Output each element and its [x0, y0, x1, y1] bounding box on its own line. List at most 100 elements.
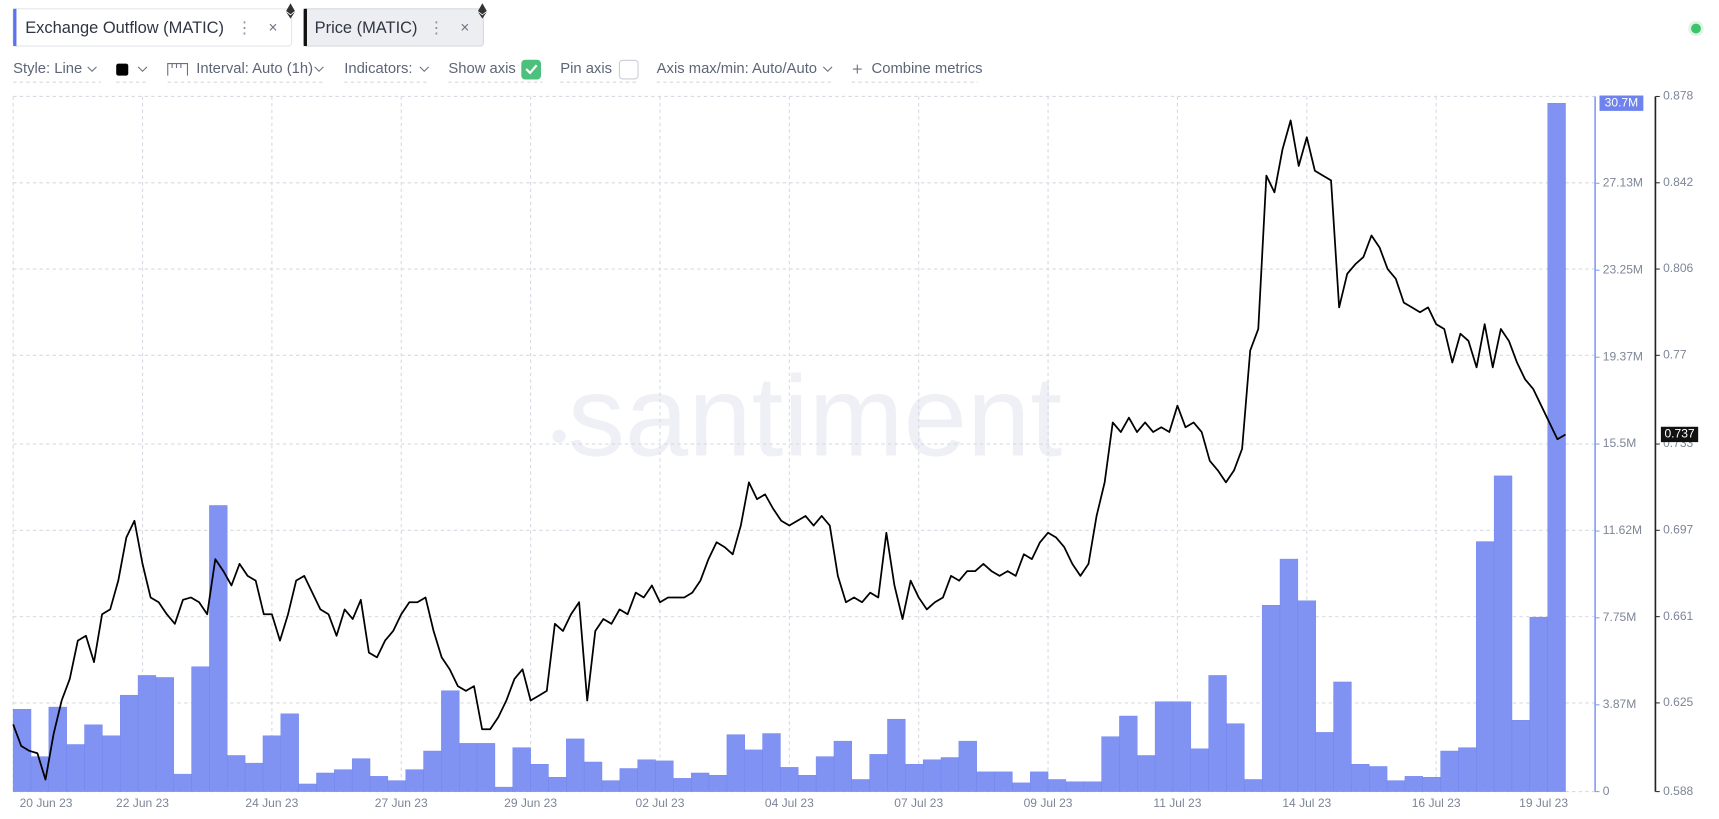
bar: [209, 505, 228, 792]
bar: [1547, 102, 1566, 792]
current-price-box: [1660, 426, 1699, 443]
bar: [1369, 766, 1388, 792]
x-tick-label: 04 Jul 23: [765, 796, 814, 810]
bar: [708, 775, 728, 792]
menu-icon[interactable]: ⋮: [236, 19, 252, 37]
show-axis-label: Show axis: [448, 61, 515, 77]
bar: [351, 758, 371, 792]
bar: [262, 735, 282, 792]
bar: [66, 744, 85, 792]
bar: [1261, 605, 1281, 792]
indicators-label: Indicators:: [344, 61, 412, 77]
current-price-label: 0.737: [1664, 427, 1694, 441]
bar: [780, 767, 799, 792]
bar: [1172, 701, 1192, 792]
bar: [619, 768, 638, 792]
x-tick-label: 19 Jul 23: [1519, 796, 1568, 810]
color-select[interactable]: [116, 63, 150, 83]
bar: [726, 734, 745, 792]
bar: [494, 786, 513, 792]
bar: [405, 769, 424, 792]
bar: [316, 772, 335, 792]
combine-button[interactable]: Combine metrics: [851, 61, 983, 83]
bar: [958, 740, 977, 792]
checkmark: [525, 64, 538, 75]
x-tick-label: 02 Jul 23: [636, 796, 685, 810]
x-tick-label: 27 Jun 23: [375, 796, 428, 810]
bar: [280, 713, 299, 792]
style-label: Style: Line: [13, 61, 82, 77]
bar: [1137, 755, 1156, 792]
watermark-dot: [552, 429, 566, 443]
indicators-select[interactable]: Indicators:: [344, 61, 430, 83]
bar: [637, 759, 656, 792]
current-value-box: [1599, 95, 1644, 111]
bar: [1012, 782, 1031, 792]
chevron: [314, 66, 324, 73]
current-value-label: 30.7M: [1605, 95, 1638, 109]
y-tick-label: 27.13M: [1603, 175, 1643, 189]
eth-icon: [286, 3, 295, 15]
close-icon[interactable]: ×: [269, 20, 278, 37]
y2-tick-label: 0.878: [1663, 89, 1693, 103]
tab[interactable]: Price (MATIC) ⋮ ×: [303, 3, 487, 47]
interval-select[interactable]: Interval: Auto (1h): [167, 61, 326, 83]
bar: [1190, 748, 1209, 792]
y-tick-label: 3.87M: [1603, 697, 1636, 711]
bar: [1065, 781, 1084, 792]
status-dot: [1691, 23, 1701, 34]
bar: [548, 777, 567, 792]
y2-tick-label: 0.697: [1663, 523, 1693, 537]
bar: [566, 738, 585, 792]
y-tick-label: 19.37M: [1603, 349, 1643, 363]
bar: [1315, 732, 1334, 792]
bar: [922, 759, 942, 792]
bar: [369, 776, 389, 792]
show-axis-toggle[interactable]: Show axis: [448, 59, 543, 83]
chevron: [137, 66, 148, 73]
menu-icon[interactable]: ⋮: [428, 19, 444, 37]
bar: [976, 771, 995, 792]
bar: [1351, 764, 1370, 792]
bar: [851, 779, 870, 792]
x-tick-label: 14 Jul 23: [1282, 796, 1331, 810]
y-tick-label: 15.5M: [1603, 436, 1636, 450]
bar: [441, 690, 460, 792]
bar: [191, 666, 210, 792]
x-tick-label: 11 Jul 23: [1153, 796, 1201, 810]
bar: [690, 772, 710, 792]
pin-axis-toggle[interactable]: Pin axis: [560, 59, 640, 83]
bar: [798, 775, 817, 792]
tab[interactable]: Exchange Outflow (MATIC) ⋮ ×: [12, 3, 295, 47]
bar: [673, 778, 692, 792]
style-select[interactable]: Style: Line: [13, 61, 101, 83]
bar: [530, 764, 549, 792]
combine-label: Combine metrics: [872, 61, 983, 77]
bar: [244, 762, 264, 792]
y2-tick-label: 0.588: [1663, 784, 1693, 798]
bar: [744, 749, 763, 792]
bar: [102, 735, 121, 792]
bar: [1404, 776, 1423, 792]
bar: [1297, 600, 1316, 792]
bar: [1422, 777, 1441, 792]
bar: [762, 733, 781, 792]
chevron: [419, 66, 430, 73]
bar: [1101, 736, 1120, 792]
bar: [1030, 771, 1049, 792]
axis-minmax-label: Axis max/min: Auto/Auto: [657, 61, 817, 77]
bar: [1279, 558, 1299, 792]
bar: [512, 747, 531, 792]
x-tick-label: 09 Jul 23: [1024, 796, 1073, 810]
bar: [1226, 723, 1245, 792]
bar: [1386, 780, 1406, 792]
close-icon[interactable]: ×: [460, 20, 469, 37]
chevron: [822, 66, 833, 73]
tab-label: Exchange Outflow (MATIC): [25, 19, 224, 37]
color-swatch: [116, 63, 129, 76]
bar: [173, 773, 192, 792]
checkbox: [521, 59, 542, 80]
bar: [1529, 616, 1548, 792]
axis-minmax-select[interactable]: Axis max/min: Auto/Auto: [656, 61, 835, 83]
